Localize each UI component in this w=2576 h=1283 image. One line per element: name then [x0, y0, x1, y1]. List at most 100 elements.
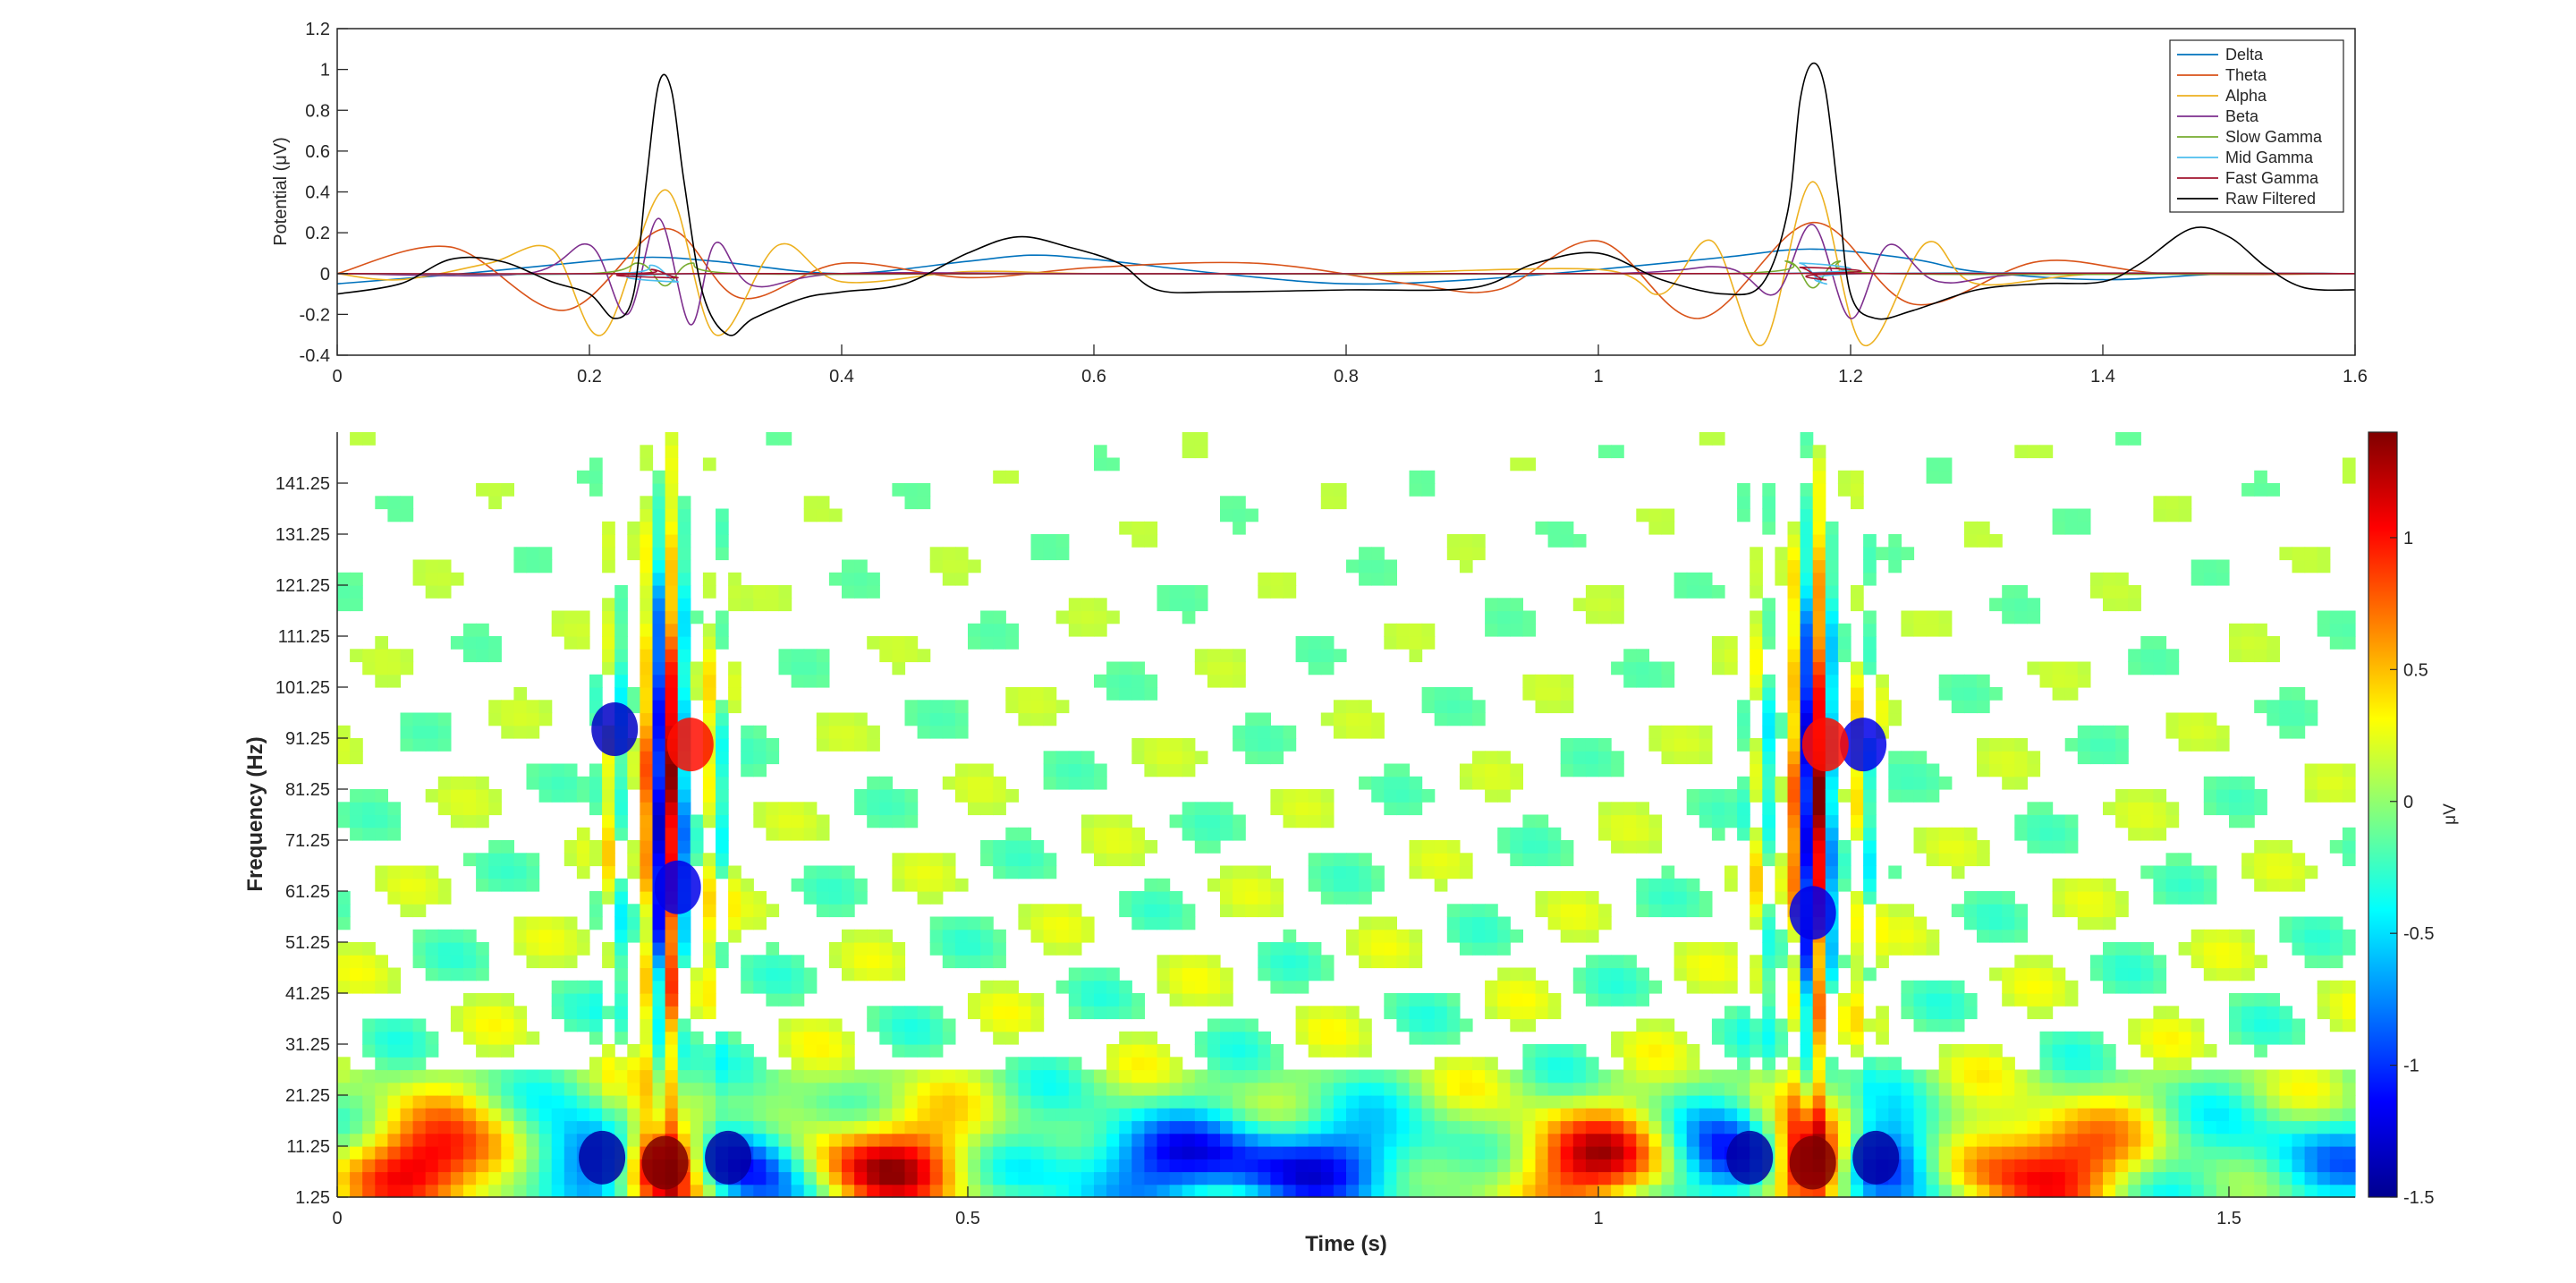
- heatmap-cell: [1598, 1171, 1612, 1185]
- heatmap-cell: [412, 712, 427, 726]
- heatmap-cell: [942, 1159, 956, 1173]
- heatmap-cell: [400, 1159, 414, 1173]
- heatmap-cell: [842, 1120, 855, 1134]
- heatmap-cell: [1233, 1108, 1246, 1122]
- heatmap-cell: [1409, 865, 1423, 879]
- heatmap-cell: [589, 916, 603, 930]
- heatmap-cell: [1055, 534, 1070, 548]
- heatmap-cell: [778, 1069, 792, 1083]
- heatmap-cell: [2064, 1146, 2079, 1160]
- heatmap-cell: [652, 802, 666, 816]
- heatmap-cell: [1901, 1082, 1915, 1096]
- heatmap-cell: [1863, 1184, 1877, 1198]
- heatmap-cell: [2052, 993, 2066, 1007]
- heatmap-cell: [652, 687, 666, 701]
- heatmap-cell: [488, 1069, 502, 1083]
- heatmap-cell: [1106, 1159, 1120, 1173]
- heatmap-cell: [879, 776, 893, 790]
- heatmap-cell: [716, 1057, 729, 1071]
- heatmap-cell: [716, 738, 729, 752]
- heatmap-cell: [1901, 1133, 1915, 1147]
- heatmap-cell: [1977, 1108, 1990, 1122]
- heatmap-cell: [2216, 929, 2230, 943]
- heatmap-cell: [526, 700, 540, 714]
- heatmap-cell: [2052, 814, 2066, 828]
- heatmap-cell: [1094, 967, 1107, 981]
- heatmap-cell: [1245, 1159, 1258, 1173]
- heatmap-cell: [1283, 955, 1297, 969]
- heatmap-cell: [728, 916, 741, 930]
- heatmap-cell: [1926, 623, 1940, 637]
- heatmap-cell: [2014, 1108, 2028, 1122]
- heatmap-cell: [1989, 763, 2003, 777]
- heatmap-cell: [2089, 751, 2104, 765]
- heatmap-cell: [1005, 1095, 1019, 1109]
- heatmap-cell: [513, 1108, 528, 1122]
- heatmap-cell: [1030, 1006, 1045, 1020]
- heatmap-cell: [1535, 827, 1549, 841]
- heatmap-cell: [614, 929, 628, 943]
- heatmap-cell: [1535, 1171, 1549, 1185]
- heatmap-cell: [1585, 738, 1599, 752]
- heatmap-cell: [387, 496, 402, 510]
- heatmap-cell: [677, 1031, 691, 1045]
- heatmap-cell: [1119, 1082, 1132, 1096]
- heatmap-cell: [854, 1082, 868, 1096]
- heatmap-cell: [2165, 1108, 2180, 1122]
- heatmap-cell: [1963, 827, 1978, 841]
- heatmap-cell: [425, 1184, 439, 1198]
- heatmap-cell: [1233, 508, 1246, 523]
- heatmap-cell: [1547, 1095, 1562, 1109]
- heatmap-cell: [437, 725, 452, 739]
- heatmap-cell: [640, 776, 654, 790]
- heatmap-cell: [476, 1018, 489, 1032]
- heatmap-cell: [1522, 814, 1537, 828]
- heatmap-cell: [892, 1171, 906, 1185]
- heatmap-cell: [904, 878, 919, 892]
- heatmap-cell: [1346, 1018, 1360, 1032]
- heatmap-cell: [1750, 980, 1763, 994]
- heatmap-cell: [1472, 916, 1486, 930]
- heatmap-cell: [1812, 636, 1826, 650]
- heatmap-cell: [412, 1133, 427, 1147]
- heatmap-cell: [1787, 763, 1801, 777]
- heatmap-cell: [954, 776, 969, 790]
- heatmap-cell: [665, 687, 679, 701]
- heatmap-cell: [2115, 814, 2129, 828]
- heatmap-cell: [2178, 1057, 2192, 1071]
- heatmap-cell: [2039, 1146, 2054, 1160]
- heatmap-cell: [425, 1044, 439, 1058]
- heatmap-cell: [2203, 865, 2217, 879]
- heatmap-cell: [1750, 1108, 1763, 1122]
- heatmap-cell: [1080, 827, 1095, 841]
- heatmap-cell: [513, 725, 528, 739]
- heatmap-cell: [2014, 980, 2028, 994]
- heatmap-cell: [1472, 1159, 1486, 1173]
- heatmap-cell: [1459, 1108, 1473, 1122]
- heatmap-cell: [1472, 1171, 1486, 1185]
- heatmap-cell: [1233, 521, 1246, 535]
- heatmap-cell: [652, 1057, 666, 1071]
- heatmap-cell: [538, 547, 553, 561]
- heatmap-cell: [564, 623, 578, 637]
- heatmap-cell: [538, 1082, 553, 1096]
- heatmap-cell: [387, 865, 402, 879]
- heatmap-cell: [640, 521, 654, 535]
- heatmap-cell: [2292, 1018, 2306, 1032]
- heatmap-cell: [1636, 904, 1649, 918]
- heatmap-cell: [1863, 1057, 1877, 1071]
- heatmap-cell: [1913, 1018, 1928, 1032]
- heatmap-cell: [942, 1108, 956, 1122]
- heatmap-cell: [677, 776, 691, 790]
- heatmap-cell: [892, 789, 906, 803]
- heatmap-cell: [551, 929, 565, 943]
- heatmap-cell: [828, 1184, 843, 1198]
- heatmap-cell: [1094, 840, 1107, 854]
- line-y-tick-label: 0.6: [305, 142, 330, 162]
- heatmap-cell: [1169, 1057, 1183, 1071]
- heatmap-cell: [1409, 929, 1423, 943]
- heatmap-cell: [1711, 789, 1725, 803]
- heatmap-cell: [1636, 1184, 1649, 1198]
- heatmap-cell: [1775, 1171, 1789, 1185]
- heatmap-cell: [2089, 878, 2104, 892]
